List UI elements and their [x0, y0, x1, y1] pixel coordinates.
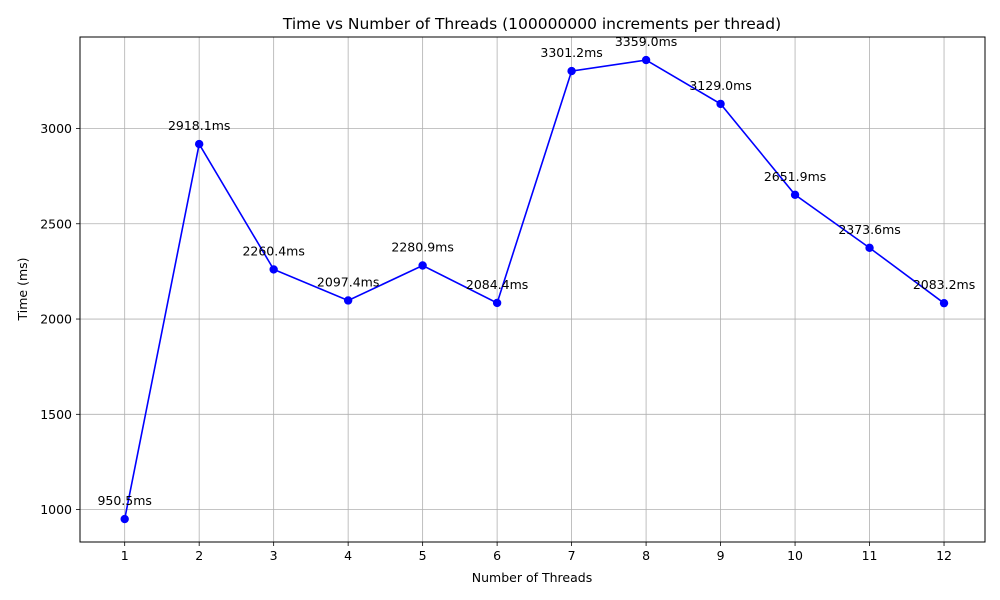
data-label: 2651.9ms	[764, 169, 826, 184]
y-axis-label: Time (ms)	[15, 257, 30, 321]
plot-frame	[79, 36, 986, 543]
data-point	[269, 265, 278, 274]
x-tick-label: 2	[195, 548, 203, 563]
data-point	[939, 298, 949, 308]
x-tick-label: 4	[344, 548, 352, 563]
x-tick-label: 3	[270, 548, 278, 563]
x-tick-label: 10	[787, 548, 803, 563]
x-tick-label: 12	[936, 548, 952, 563]
x-tick-label: 9	[717, 548, 725, 563]
chart-title: Time vs Number of Threads (100000000 inc…	[282, 15, 781, 33]
data-label: 2280.9ms	[391, 240, 453, 255]
data-point	[343, 296, 353, 305]
x-axis-label: Number of Threads	[472, 570, 592, 585]
data-point	[567, 66, 576, 76]
data-point	[418, 261, 427, 270]
data-label: 2373.6ms	[838, 222, 900, 237]
data-point	[790, 190, 800, 200]
data-label: 950.5ms	[97, 493, 151, 508]
data-label: 2918.1ms	[168, 118, 230, 133]
data-label: 3359.0ms	[615, 34, 677, 49]
data-point	[865, 243, 874, 253]
data-label: 3301.2ms	[540, 45, 602, 60]
x-tick-label: 11	[862, 548, 878, 563]
data-label: 2084.4ms	[466, 277, 528, 292]
y-tick-label: 1500	[40, 407, 72, 422]
data-point	[641, 55, 651, 65]
y-tick-label: 2500	[40, 216, 72, 231]
series-line	[123, 59, 945, 520]
data-point	[194, 139, 204, 149]
x-tick-label: 5	[419, 548, 427, 563]
series-layer: 950.5ms 2918.1ms 2260.4ms 2097.4ms 2280.9ms 2…	[97, 34, 975, 524]
y-tick-label: 2000	[40, 312, 72, 327]
x-tick-label: 7	[568, 548, 576, 563]
data-point	[120, 514, 129, 524]
data-label: 2083.2ms	[913, 277, 975, 292]
data-label: 2097.4ms	[317, 274, 379, 289]
x-tick-label: 8	[642, 548, 650, 563]
data-label: 2260.4ms	[242, 243, 304, 258]
x-tick-label: 1	[121, 548, 129, 563]
grid	[80, 37, 985, 542]
data-point	[716, 99, 725, 109]
y-tick-label: 1000	[40, 502, 72, 517]
data-point	[492, 298, 502, 308]
data-label: 3129.0ms	[689, 78, 751, 93]
y-tick-label: 3000	[40, 121, 72, 136]
x-tick-label: 6	[493, 548, 501, 563]
